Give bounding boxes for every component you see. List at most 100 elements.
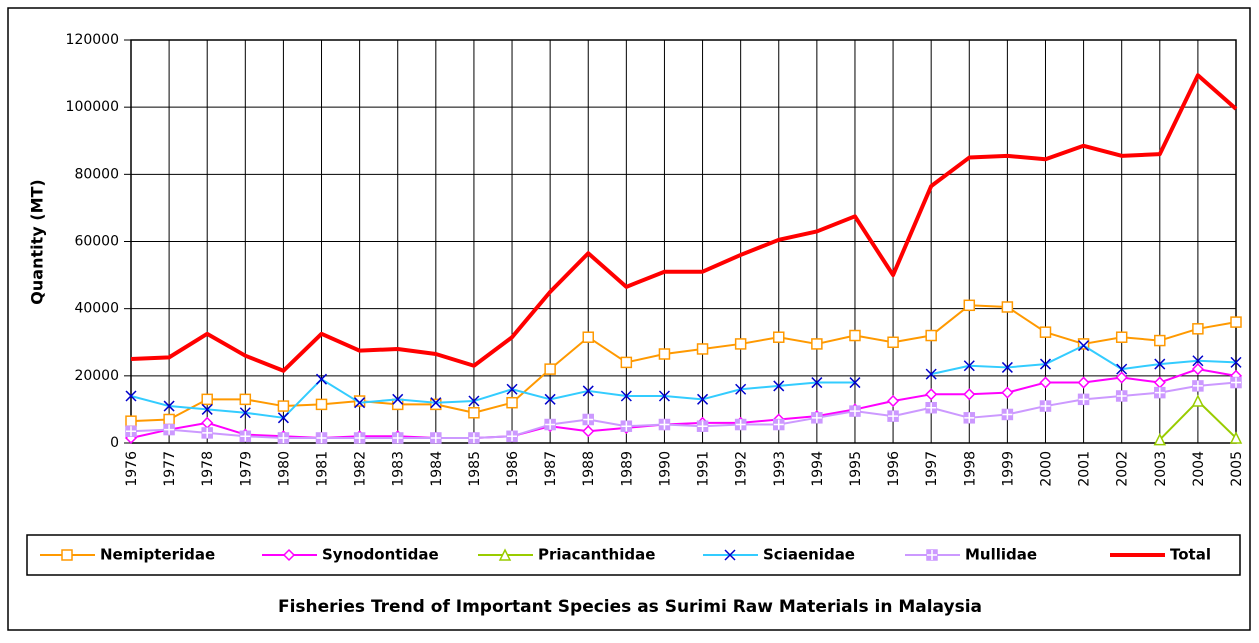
y-tick-label: 80000: [74, 166, 119, 182]
x-tick-label: 1999: [1000, 451, 1016, 487]
marker: [620, 356, 633, 369]
chart-border: [7, 7, 1251, 631]
legend-label: Mullidae: [965, 546, 1037, 564]
marker: [620, 420, 633, 432]
marker: [925, 401, 937, 414]
x-tick-label: 1977: [162, 451, 178, 487]
marker: [849, 329, 861, 342]
marker: [315, 432, 328, 444]
marker: [544, 363, 556, 375]
marker: [658, 348, 671, 360]
y-tick-label: 0: [110, 435, 119, 451]
marker: [697, 393, 709, 405]
x-tick-label: 1985: [467, 451, 483, 487]
marker: [354, 397, 366, 409]
marker: [239, 430, 252, 443]
x-tick-label: 1996: [886, 451, 902, 487]
marker: [391, 432, 404, 444]
marker: [1039, 376, 1052, 389]
marker: [544, 393, 556, 405]
marker: [277, 412, 289, 424]
x-tick-label: 1980: [276, 451, 292, 487]
marker: [620, 390, 632, 402]
x-tick-label: 1990: [657, 451, 673, 487]
marker: [125, 415, 137, 427]
marker: [1077, 393, 1090, 406]
x-tick-label: 1997: [924, 451, 940, 487]
marker: [506, 430, 518, 443]
plot-frame: [130, 39, 1237, 444]
marker: [887, 336, 899, 348]
marker: [925, 329, 937, 342]
marker: [163, 413, 175, 426]
x-tick-label: 1988: [581, 451, 597, 487]
marker: [887, 410, 899, 422]
marker: [1078, 340, 1090, 352]
marker: [1077, 376, 1090, 389]
marker: [925, 368, 937, 380]
marker: [582, 425, 595, 438]
marker: [1154, 386, 1166, 399]
x-tick-label: 2001: [1077, 451, 1093, 487]
marker: [1230, 356, 1242, 368]
marker: [430, 397, 442, 409]
marker: [1039, 358, 1052, 370]
marker: [1230, 376, 1242, 389]
series-line: [130, 304, 1237, 423]
marker: [353, 395, 366, 407]
marker: [1229, 431, 1243, 444]
marker: [468, 407, 480, 419]
marker: [163, 400, 175, 412]
marker: [1116, 363, 1128, 375]
marker: [811, 412, 823, 424]
marker: [1115, 371, 1128, 384]
marker: [1153, 432, 1167, 446]
x-tick-label: 1981: [315, 451, 331, 487]
marker: [1192, 323, 1204, 335]
marker: [1001, 301, 1014, 313]
marker: [963, 412, 976, 424]
marker: [277, 432, 290, 444]
marker: [498, 548, 512, 561]
marker: [811, 377, 823, 389]
legend-label: Sciaenidae: [763, 546, 855, 564]
legend-box: [26, 534, 1241, 576]
marker: [1154, 358, 1166, 370]
marker: [392, 393, 404, 405]
legend-label: Nemipteridae: [100, 546, 215, 564]
x-tick-label: 1998: [962, 451, 978, 487]
marker: [61, 549, 73, 561]
marker: [468, 395, 480, 407]
y-tick-label: 120000: [66, 32, 119, 48]
legend-label: Total: [1170, 546, 1211, 564]
legend-label: Priacanthidae: [538, 546, 655, 564]
marker: [506, 383, 518, 395]
x-tick-label: 1983: [391, 451, 407, 487]
y-axis-label: Quantity (MT): [28, 179, 47, 304]
marker: [1230, 316, 1242, 328]
marker: [430, 398, 442, 411]
marker: [1191, 394, 1205, 407]
x-tick-label: 1978: [200, 451, 216, 487]
marker: [773, 418, 785, 431]
marker: [277, 400, 290, 412]
x-tick-label: 1976: [124, 451, 140, 487]
marker: [1001, 386, 1014, 399]
marker: [849, 377, 861, 389]
marker: [963, 388, 976, 401]
y-tick-label: 40000: [74, 301, 119, 317]
marker: [1039, 400, 1052, 412]
y-tick-label: 60000: [74, 234, 119, 250]
marker: [1154, 334, 1166, 347]
x-tick-label: 1993: [772, 451, 788, 487]
marker: [849, 405, 861, 417]
marker: [658, 390, 670, 402]
marker: [724, 549, 736, 561]
marker: [201, 403, 213, 415]
marker: [353, 432, 366, 444]
marker: [925, 388, 938, 401]
marker: [282, 548, 296, 562]
marker: [1077, 338, 1090, 350]
marker: [125, 425, 137, 437]
